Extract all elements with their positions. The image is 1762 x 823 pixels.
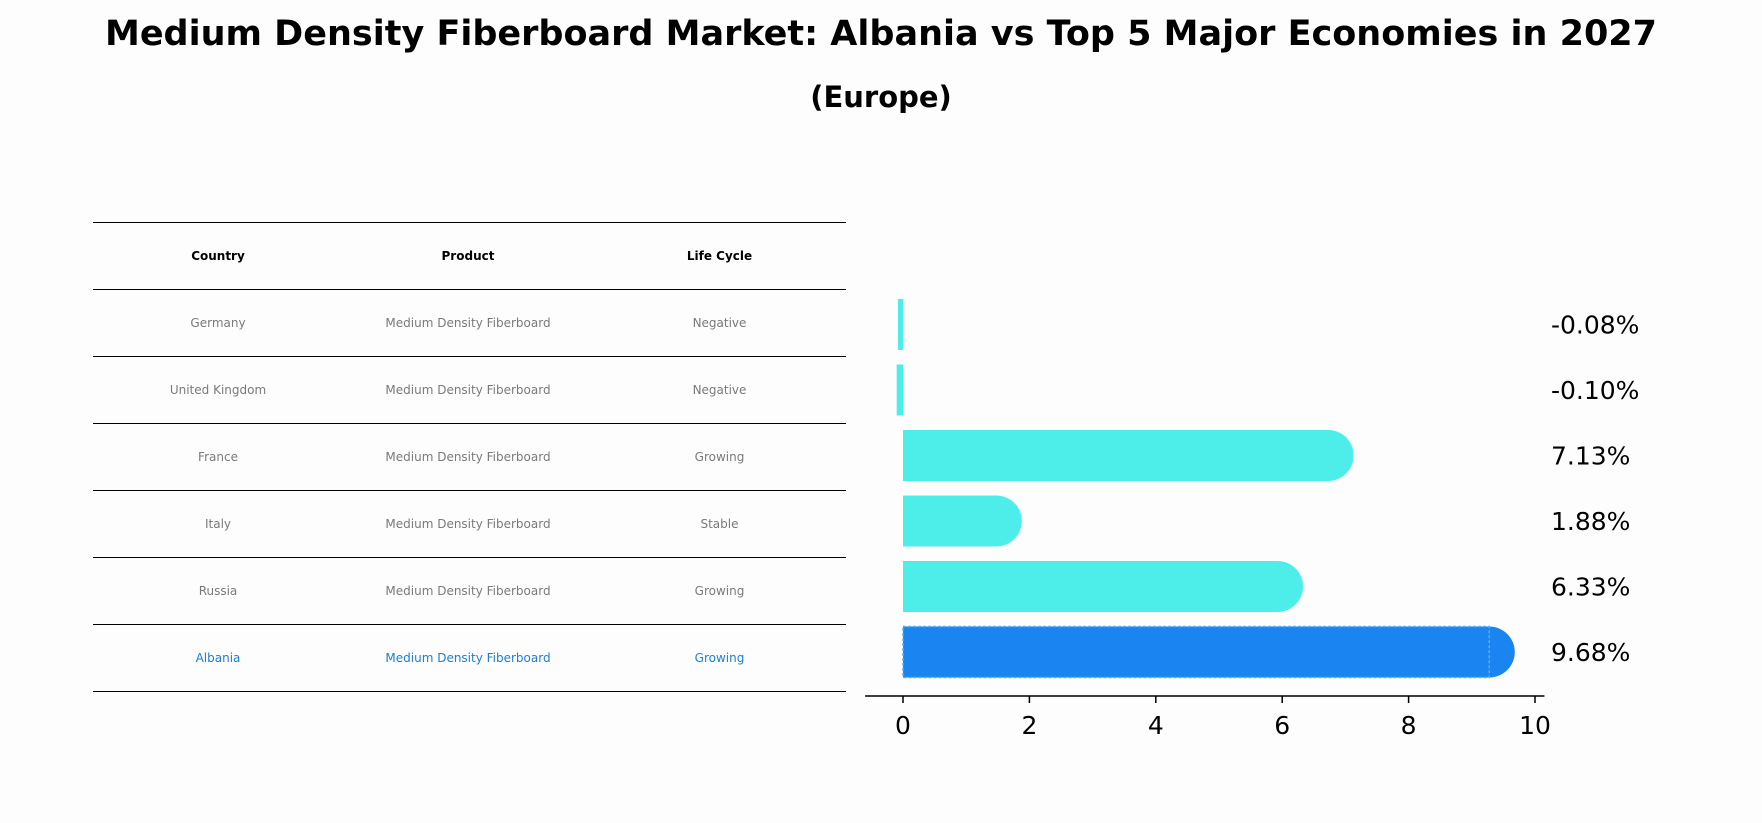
cell-life-cycle: Stable bbox=[700, 517, 739, 531]
bar-germany bbox=[897, 299, 903, 350]
x-tick-label: 8 bbox=[1401, 711, 1417, 740]
cell-country: Russia bbox=[198, 584, 238, 598]
cell-life-cycle: Growing bbox=[694, 651, 745, 665]
cell-product: Medium Density Fiberboard bbox=[385, 316, 551, 330]
bar-france bbox=[903, 430, 1354, 481]
table-row: Germany Medium Density Fiberboard Negati… bbox=[93, 290, 846, 357]
cell-life-cycle: Growing bbox=[694, 584, 745, 598]
value-label-france: 7.13% bbox=[1551, 442, 1630, 471]
bar-united-kingdom bbox=[896, 364, 903, 416]
header-country: Country bbox=[191, 249, 245, 263]
bar-highlight-outline bbox=[902, 625, 1491, 679]
header-product: Product bbox=[441, 249, 495, 263]
cell-country: France bbox=[198, 450, 238, 464]
value-label-germany: -0.08% bbox=[1551, 311, 1639, 340]
value-label-albania: 9.68% bbox=[1551, 638, 1630, 667]
value-label-united-kingdom: -0.10% bbox=[1551, 376, 1639, 405]
cell-product: Medium Density Fiberboard bbox=[385, 584, 551, 598]
cell-life-cycle: Negative bbox=[692, 316, 747, 330]
value-label-italy: 1.88% bbox=[1551, 507, 1630, 536]
x-tick-label: 6 bbox=[1274, 711, 1290, 740]
cell-life-cycle: Negative bbox=[692, 383, 747, 397]
chart-subtitle: (Europe) bbox=[810, 80, 952, 114]
life-cycle-table: Country Product Life Cycle Germany Mediu… bbox=[93, 222, 846, 692]
table-row: Russia Medium Density Fiberboard Growing bbox=[93, 558, 846, 625]
table-row: United Kingdom Medium Density Fiberboard… bbox=[93, 357, 846, 424]
x-tick-label: 10 bbox=[1519, 711, 1551, 740]
x-tick-label: 0 bbox=[895, 711, 911, 740]
cell-product: Medium Density Fiberboard bbox=[385, 450, 551, 464]
header-life-cycle: Life Cycle bbox=[686, 249, 753, 263]
x-tick-label: 2 bbox=[1021, 711, 1037, 740]
value-label-russia: 6.33% bbox=[1551, 573, 1630, 602]
bar-albania bbox=[903, 626, 1515, 678]
cell-country: United Kingdom bbox=[169, 383, 267, 397]
bar-italy bbox=[903, 495, 1022, 547]
table-header-row: Country Product Life Cycle bbox=[93, 222, 846, 290]
table-row-highlighted: Albania Medium Density Fiberboard Growin… bbox=[93, 625, 846, 692]
cell-product: Medium Density Fiberboard bbox=[385, 651, 551, 665]
cell-life-cycle: Growing bbox=[694, 450, 745, 464]
cell-product: Medium Density Fiberboard bbox=[385, 517, 551, 531]
x-tick-label: 4 bbox=[1148, 711, 1164, 740]
bar-russia bbox=[903, 561, 1304, 612]
cell-country: Germany bbox=[190, 316, 246, 330]
cell-product: Medium Density Fiberboard bbox=[385, 383, 551, 397]
chart-title: Medium Density Fiberboard Market: Albani… bbox=[104, 14, 1657, 54]
cell-country: Albania bbox=[195, 651, 241, 665]
table-row: France Medium Density Fiberboard Growing bbox=[93, 424, 846, 491]
table-row: Italy Medium Density Fiberboard Stable bbox=[93, 491, 846, 558]
cell-country: Italy bbox=[204, 517, 232, 531]
